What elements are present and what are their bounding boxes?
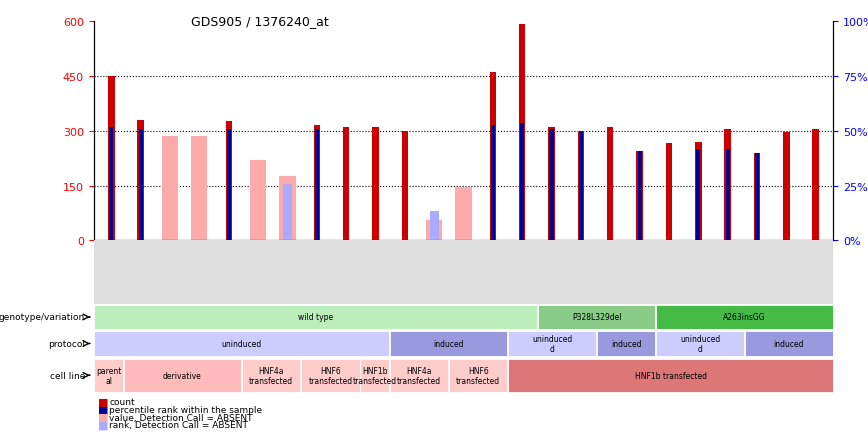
Text: induced: induced	[433, 339, 464, 348]
Text: HNF6
transfected: HNF6 transfected	[308, 366, 352, 385]
Text: ■: ■	[98, 420, 108, 430]
Text: HNF4a
transfected: HNF4a transfected	[397, 366, 441, 385]
Bar	[755, 153, 759, 241]
Text: ■: ■	[98, 397, 108, 406]
Bar	[490, 126, 495, 241]
Bar	[313, 126, 320, 241]
Bar	[607, 128, 614, 241]
Bar	[725, 129, 731, 241]
Text: ■: ■	[98, 412, 108, 422]
Text: cell line: cell line	[49, 371, 85, 380]
Bar	[283, 184, 292, 241]
Text: value, Detection Call = ABSENT: value, Detection Call = ABSENT	[109, 413, 253, 421]
Bar	[426, 221, 442, 241]
Text: HNF1b transfected: HNF1b transfected	[635, 371, 707, 380]
Text: uninduced: uninduced	[221, 339, 262, 348]
Bar	[315, 129, 319, 241]
Bar	[456, 188, 471, 241]
Bar	[226, 122, 232, 241]
Bar	[162, 137, 178, 241]
Bar	[519, 25, 525, 241]
Bar	[250, 161, 266, 241]
Bar	[109, 128, 114, 241]
Text: GDS905 / 1376240_at: GDS905 / 1376240_at	[191, 15, 329, 28]
Bar	[549, 128, 555, 241]
Bar	[191, 137, 207, 241]
Bar	[666, 144, 672, 241]
Bar	[637, 151, 641, 241]
Text: wild type: wild type	[298, 313, 333, 322]
Bar	[812, 129, 819, 241]
Text: count: count	[109, 397, 135, 406]
Text: P328L329del: P328L329del	[572, 313, 621, 322]
Bar	[490, 73, 496, 241]
Bar	[695, 142, 701, 241]
Text: HNF1b
transfected: HNF1b transfected	[352, 366, 397, 385]
Text: percentile rank within the sample: percentile rank within the sample	[109, 405, 262, 414]
Text: HNF4a
transfected: HNF4a transfected	[249, 366, 293, 385]
Text: rank, Detection Call = ABSENT: rank, Detection Call = ABSENT	[109, 421, 248, 429]
Bar	[783, 133, 790, 241]
Bar	[726, 150, 730, 241]
Text: genotype/variation: genotype/variation	[0, 313, 85, 322]
Text: induced: induced	[773, 339, 804, 348]
Text: A263insGG: A263insGG	[723, 313, 766, 322]
Text: parent
al: parent al	[95, 366, 122, 385]
Bar	[578, 133, 584, 241]
Bar	[549, 129, 554, 241]
Bar	[579, 131, 583, 241]
Bar	[139, 129, 142, 241]
Bar	[636, 151, 643, 241]
Bar	[372, 128, 378, 241]
Bar	[108, 76, 115, 241]
Text: uninduced
d: uninduced d	[680, 334, 720, 353]
Bar	[137, 120, 144, 241]
Text: derivative: derivative	[163, 371, 202, 380]
Text: protocol: protocol	[48, 339, 85, 348]
Bar	[520, 124, 524, 241]
Text: HNF6
transfected: HNF6 transfected	[457, 366, 500, 385]
Bar	[402, 131, 408, 241]
Text: ■: ■	[98, 404, 108, 414]
Bar	[279, 177, 295, 241]
Bar	[343, 128, 349, 241]
Bar	[753, 153, 760, 241]
Bar	[227, 129, 231, 241]
Text: induced: induced	[611, 339, 641, 348]
Text: uninduced
d: uninduced d	[532, 334, 572, 353]
Bar	[696, 150, 700, 241]
Bar	[430, 212, 438, 241]
